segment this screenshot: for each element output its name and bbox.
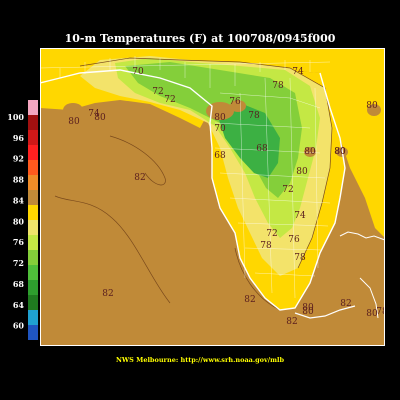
temperature-label: 80 xyxy=(334,147,346,157)
warm-spot-80 xyxy=(90,109,102,119)
legend-tick-label: 76 xyxy=(13,237,25,247)
legend-swatch xyxy=(28,130,38,145)
temperature-label: 82 xyxy=(102,289,113,299)
legend-swatch xyxy=(28,325,38,340)
legend-swatch xyxy=(28,205,38,220)
temperature-label: 70 xyxy=(214,124,226,134)
temperature-label: 68 xyxy=(256,144,268,154)
temperature-label: 76 xyxy=(288,235,300,245)
legend-tick-label: 88 xyxy=(13,175,25,185)
legend-swatch xyxy=(28,310,38,325)
temperature-label: 80 xyxy=(296,167,308,177)
legend-swatch xyxy=(28,115,38,130)
temperature-label: 78 xyxy=(272,81,284,91)
temperature-label: 70 xyxy=(132,67,144,77)
temperature-label: 80 xyxy=(214,113,226,123)
temperature-label: 82 xyxy=(286,317,297,327)
temperature-label: 80 xyxy=(302,303,314,313)
legend-tick-label: 84 xyxy=(13,195,25,205)
temperature-label: 80 xyxy=(68,117,80,127)
bahamas-coast xyxy=(359,277,379,319)
temperature-label: 82 xyxy=(340,299,351,309)
temperature-label: 78 xyxy=(294,253,306,263)
legend-tick-label: 68 xyxy=(13,279,25,289)
legend-swatch xyxy=(28,250,38,265)
temp-band-68 xyxy=(215,103,280,178)
temperature-label: 80 xyxy=(302,307,314,317)
bahamas-coast xyxy=(339,231,385,241)
legend-swatch xyxy=(28,145,38,160)
temperature-label: 72 xyxy=(282,185,293,195)
temperature-map: 7270727274788074807678708080686872808082… xyxy=(40,48,385,346)
temperature-label: 80 xyxy=(366,101,378,111)
warm-spot-80 xyxy=(230,100,246,112)
temperature-label: 72 xyxy=(114,48,125,51)
temperature-label: 74 xyxy=(88,109,100,119)
temperature-label: 68 xyxy=(214,151,226,161)
temperature-color-legend: 100 96 92 88 84 80 76 72 68 64 60 xyxy=(8,100,38,340)
legend-tick-label: 100 xyxy=(8,112,24,122)
legend-swatch xyxy=(28,235,38,250)
legend-swatch xyxy=(28,295,38,310)
isotherm-lines xyxy=(54,57,333,311)
atlantic-warm-region xyxy=(330,48,385,346)
map-border xyxy=(40,48,385,346)
temperature-label: 74 xyxy=(294,211,306,221)
legend-swatch xyxy=(28,280,38,295)
temperature-label: 76 xyxy=(229,97,241,107)
legend-tick-label: 96 xyxy=(13,133,25,143)
temperature-label: 72 xyxy=(266,229,277,239)
temperature-label: 82 xyxy=(134,173,145,183)
map-title: 10-m Temperatures (F) at 100708/0945f000 xyxy=(64,32,336,45)
temperature-label: 78 xyxy=(260,241,272,251)
temperature-label: 80 xyxy=(94,113,106,123)
legend-swatch xyxy=(28,160,38,175)
legend-tick-label: 64 xyxy=(13,300,25,310)
legend-tick-labels: 100 96 92 88 84 80 76 72 68 64 60 xyxy=(8,112,24,331)
temperature-label: 74 xyxy=(292,67,304,77)
temperature-label: 80 xyxy=(334,147,346,157)
temperature-label: 72 xyxy=(152,87,163,97)
legend-swatch xyxy=(28,190,38,205)
warm-spot-80 xyxy=(304,147,316,157)
legend-tick-label: 80 xyxy=(13,216,25,226)
legend-tick-label: 60 xyxy=(13,321,25,331)
legend-tick-label: 72 xyxy=(13,258,24,268)
warm-spot-80 xyxy=(367,104,381,116)
legend-swatch xyxy=(28,265,38,280)
warm-spot-80 xyxy=(206,102,234,120)
temperature-label: 80 xyxy=(366,309,378,319)
temperature-label: 72 xyxy=(164,95,175,105)
legend-swatch xyxy=(28,220,38,235)
temperature-label: 78 xyxy=(376,307,385,317)
legend-swatch xyxy=(28,100,38,115)
temperature-label: 78 xyxy=(248,111,260,121)
legend-swatches xyxy=(28,100,38,340)
temperature-label: 82 xyxy=(244,295,255,305)
footer-credit: NWS Melbourne: http://www.srh.noaa.gov/m… xyxy=(115,356,285,364)
legend-swatch xyxy=(28,175,38,190)
legend-tick-label: 92 xyxy=(13,154,24,164)
temperature-labels: 7270727274788074807678708080686872808082… xyxy=(68,48,385,327)
county-boundaries xyxy=(40,56,331,299)
florida-keys xyxy=(294,305,356,319)
coastline xyxy=(40,69,346,311)
warm-spot-80 xyxy=(63,103,83,117)
temperature-label: 80 xyxy=(304,147,316,157)
